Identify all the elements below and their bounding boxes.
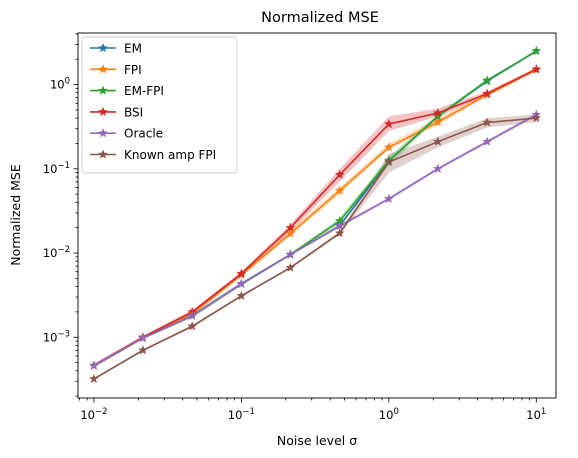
legend-label-fpi: FPI (124, 63, 142, 77)
legend-marker-em (98, 42, 108, 53)
band-em-fpi (93, 50, 537, 368)
data-point-bsi (531, 64, 542, 74)
data-point-em-fpi (531, 45, 542, 56)
data-point-fpi (334, 185, 345, 195)
data-point-oracle (383, 193, 394, 204)
data-point-known-amp-fpi (432, 136, 443, 146)
legend-marker-bsi (98, 106, 108, 117)
x-tick-label: 10−1 (228, 407, 255, 422)
series-line-fpi (93, 69, 537, 367)
y-axis-label: Normalized MSE (8, 164, 23, 266)
y-tick-label: 10−2 (43, 245, 70, 260)
legend-box (81, 36, 238, 174)
data-point-oracle (137, 332, 148, 343)
legend-marker-known-amp-fpi (98, 149, 108, 159)
data-point-known-amp-fpi (482, 117, 493, 127)
data-point-bsi (334, 169, 345, 179)
data-point-em-fpi (432, 111, 443, 121)
data-point-known-amp-fpi (334, 227, 345, 238)
legend-label-em: EM (124, 42, 142, 56)
data-point-known-amp-fpi (187, 321, 198, 331)
data-point-bsi (432, 107, 443, 118)
legend-label-bsi: BSI (124, 105, 143, 119)
series-line-known-amp-fpi (93, 117, 537, 380)
legend-label-oracle: Oracle (124, 127, 163, 141)
data-point-bsi (482, 88, 493, 98)
data-point-known-amp-fpi (531, 112, 542, 123)
plot-frame (77, 32, 557, 399)
legend-marker-fpi (98, 64, 108, 74)
data-point-known-amp-fpi (383, 156, 394, 167)
legend-label-known-amp-fpi: Known amp FPI (124, 148, 216, 162)
legend-marker-em-fpi (98, 85, 108, 95)
x-axis-label: Noise level σ (277, 433, 357, 448)
data-point-oracle (187, 310, 198, 320)
y-tick-label: 10−3 (43, 329, 70, 344)
x-axis-ticks: 10−2 10−1 100 101 (79, 398, 546, 422)
data-point-fpi (285, 228, 296, 238)
data-point-known-amp-fpi (285, 262, 296, 272)
data-point-bsi (285, 222, 296, 232)
data-point-bsi (236, 268, 247, 278)
data-point-oracle (482, 136, 493, 146)
series-line-oracle (93, 113, 537, 367)
data-point-oracle (285, 249, 296, 259)
series-lines (88, 45, 542, 384)
data-point-known-amp-fpi (88, 373, 99, 384)
x-tick-label: 10−2 (80, 407, 107, 422)
series-line-bsi (93, 68, 537, 367)
legend-label-em-fpi: EM-FPI (124, 84, 164, 98)
legend: EM FPI EM-FPI BSI Oracle Known amp FPI (81, 36, 238, 174)
data-point-em-fpi (482, 75, 493, 85)
data-point-oracle (236, 278, 247, 289)
data-point-fpi (383, 142, 394, 152)
data-point-oracle (88, 360, 99, 370)
data-point-known-amp-fpi (137, 345, 148, 355)
legend-marker-oracle (98, 127, 108, 138)
chart-title: Normalized MSE (261, 10, 379, 26)
x-tick-label: 101 (526, 407, 546, 422)
y-tick-label: 100 (50, 77, 70, 92)
x-tick-label: 100 (379, 407, 399, 422)
data-point-bsi (383, 118, 394, 129)
data-point-oracle (432, 163, 443, 174)
data-point-oracle (334, 220, 345, 231)
data-point-known-amp-fpi (236, 290, 247, 301)
data-point-fpi (432, 116, 443, 127)
y-tick-label: 10−1 (43, 161, 70, 176)
